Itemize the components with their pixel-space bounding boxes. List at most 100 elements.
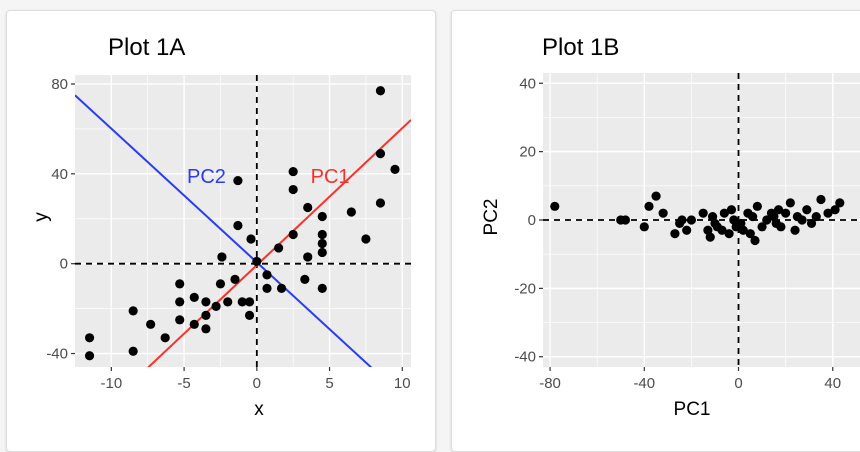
data-point <box>146 319 156 329</box>
data-point <box>233 220 243 231</box>
data-point <box>276 283 287 293</box>
data-point <box>317 211 327 222</box>
data-point <box>84 333 95 343</box>
data-point <box>719 208 729 218</box>
data-point <box>738 225 748 235</box>
data-point <box>288 229 298 240</box>
plot-1a-chart: Plot 1A PC1 PC2 -10 -5 0 5 10 -40 0 40 80 x y <box>31 34 411 420</box>
data-point <box>300 274 310 284</box>
data-point <box>346 207 356 217</box>
pc2-label: PC2 <box>187 166 226 188</box>
data-point <box>776 222 786 232</box>
data-point <box>201 324 211 334</box>
data-point <box>201 310 211 320</box>
data-point <box>726 205 737 215</box>
data-point <box>217 252 227 262</box>
x-tick-label: -10 <box>101 375 123 392</box>
data-point <box>724 229 734 239</box>
data-point <box>823 208 833 218</box>
data-point <box>303 202 313 213</box>
data-point <box>785 198 795 208</box>
plot-1b-card: Plot 1B -80 -40 0 40 -40 -20 0 20 40 PC1 PC2 <box>451 10 860 452</box>
plot-1a-ticks: -10 -5 0 5 10 -40 0 40 80 <box>46 76 410 392</box>
y-tick-label: 0 <box>60 256 68 273</box>
data-point <box>752 201 762 211</box>
plot-1a-title: Plot 1A <box>108 34 185 61</box>
data-point <box>84 351 95 361</box>
data-point <box>670 229 680 239</box>
x-tick-label: 0 <box>734 375 742 392</box>
data-point <box>762 215 772 225</box>
data-point <box>677 215 687 225</box>
plot-1a-xlabel: x <box>254 399 264 420</box>
data-point <box>237 297 247 307</box>
y-tick-label: 40 <box>51 166 68 183</box>
plot-1a-reference-lines <box>75 75 411 367</box>
data-point <box>175 279 185 289</box>
data-point <box>244 297 255 307</box>
data-point <box>244 310 255 320</box>
data-point <box>230 274 240 284</box>
x-tick-label: -40 <box>633 375 655 392</box>
data-point <box>698 208 708 218</box>
y-tick-label: -40 <box>46 346 68 363</box>
data-point <box>375 198 386 208</box>
data-point <box>288 166 298 177</box>
data-point <box>246 234 256 244</box>
data-point <box>390 164 400 174</box>
data-point <box>682 225 692 235</box>
plot-1b-title: Plot 1B <box>542 34 619 61</box>
data-point <box>189 292 199 302</box>
plot-1a-panel <box>75 75 411 367</box>
y-tick-label: 40 <box>519 75 536 92</box>
data-point <box>175 297 185 307</box>
data-point <box>128 306 138 316</box>
data-point <box>215 279 226 289</box>
y-tick-label: 80 <box>51 76 68 93</box>
data-point <box>745 229 755 239</box>
data-point <box>361 234 371 244</box>
data-point <box>223 297 233 307</box>
plot-1b-xlabel: PC1 <box>674 399 711 420</box>
data-point <box>806 218 817 229</box>
data-point <box>550 201 560 211</box>
x-tick-label: 0 <box>253 375 261 392</box>
plot-1a-card: Plot 1A PC1 PC2 -10 -5 0 5 10 -40 0 40 80 x y <box>6 10 436 452</box>
y-tick-label: -20 <box>514 280 536 297</box>
data-point <box>644 201 654 211</box>
data-point <box>288 184 298 195</box>
data-point <box>773 205 784 215</box>
data-point <box>757 222 767 232</box>
data-point <box>262 270 272 280</box>
data-point <box>686 215 696 225</box>
data-point <box>781 208 791 218</box>
data-point <box>748 211 758 222</box>
data-point <box>274 243 284 253</box>
data-point <box>317 247 327 258</box>
y-tick-label: 0 <box>528 212 536 229</box>
data-point <box>835 198 845 208</box>
data-point <box>658 208 668 218</box>
data-point <box>317 238 327 249</box>
data-point <box>201 297 211 307</box>
plot-1a-line-labels: PC1 PC2 <box>187 166 350 188</box>
pc2-line <box>75 94 373 367</box>
x-tick-label: 10 <box>394 375 411 392</box>
data-point <box>303 252 313 262</box>
data-point <box>233 175 243 186</box>
data-point <box>317 283 327 293</box>
data-point <box>790 225 800 235</box>
plot-1b-ylabel: PC2 <box>481 199 502 236</box>
data-point <box>375 149 386 159</box>
y-tick-label: 20 <box>519 144 536 161</box>
x-tick-label: 5 <box>325 375 333 392</box>
data-point <box>816 194 826 205</box>
data-point <box>651 191 661 201</box>
data-point <box>639 222 649 232</box>
plot-1b-points <box>550 191 845 246</box>
data-point <box>717 225 727 235</box>
data-point <box>797 215 807 225</box>
data-point <box>252 256 262 267</box>
data-point <box>175 315 185 325</box>
